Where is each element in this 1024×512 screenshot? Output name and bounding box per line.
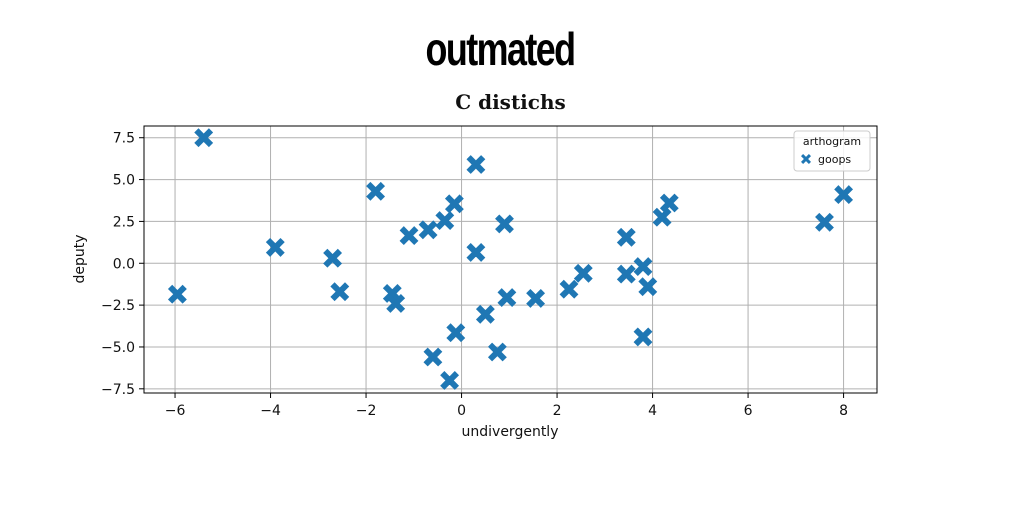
- data-point: [487, 342, 507, 362]
- data-point: [616, 264, 636, 284]
- x-tick-label: −2: [356, 403, 377, 419]
- data-point: [265, 237, 285, 257]
- x-tick-label: −4: [260, 403, 281, 419]
- legend: arthogram goops: [793, 130, 871, 172]
- data-point: [659, 193, 679, 213]
- data-point: [323, 248, 343, 268]
- data-point: [559, 279, 579, 299]
- legend-title: arthogram: [803, 135, 861, 148]
- data-point: [526, 288, 546, 308]
- data-point: [834, 185, 854, 205]
- grid-lines: [144, 126, 877, 393]
- data-point: [418, 220, 438, 240]
- chart-title: C distichs: [455, 90, 566, 114]
- x-tick-label: −6: [165, 403, 186, 419]
- x-tick-label: 8: [839, 403, 848, 419]
- data-point: [616, 227, 636, 247]
- y-axis-label: deputy: [72, 234, 88, 283]
- data-point: [815, 212, 834, 232]
- data-point: [446, 323, 466, 343]
- x-axis-label: undivergently: [462, 424, 559, 440]
- legend-marker-shape: [801, 154, 811, 164]
- data-point: [633, 257, 653, 277]
- plot-frame: [143, 125, 878, 394]
- x-tick-label: 2: [553, 403, 562, 419]
- data-point: [423, 347, 443, 367]
- x-tick-label: 6: [744, 403, 753, 419]
- y-tick-label: 0.0: [113, 256, 135, 272]
- data-point: [466, 155, 486, 174]
- data-point: [194, 128, 214, 148]
- data-point: [497, 288, 517, 308]
- y-tick-label: 2.5: [113, 214, 135, 230]
- y-tick-label: −5.0: [101, 340, 135, 356]
- data-point: [366, 181, 386, 201]
- legend-box: [793, 130, 871, 172]
- axis-ticks: −6 −4 −2 0 2 4 6 8 −7.5 −5.0 −2.5 0.0 2.5 5.0 7.5: [101, 131, 848, 419]
- data-point: [435, 211, 455, 231]
- y-tick-label: −2.5: [101, 298, 135, 314]
- data-point: [573, 263, 593, 283]
- data-point: [399, 226, 419, 246]
- data-point: [633, 327, 653, 347]
- data-point: [167, 284, 187, 304]
- y-tick-label: −7.5: [101, 382, 135, 398]
- data-point: [466, 242, 486, 262]
- data-point: [495, 214, 514, 234]
- x-tick-label: 0: [457, 403, 466, 419]
- data-point: [638, 277, 658, 297]
- data-points: [167, 128, 854, 390]
- legend-marker-goops: [801, 154, 811, 164]
- data-point: [330, 282, 350, 302]
- data-point: [386, 293, 406, 313]
- data-point: [440, 370, 460, 390]
- data-point: [652, 207, 672, 227]
- data-point: [475, 304, 495, 324]
- page-title: outmated: [425, 23, 577, 75]
- y-tick-label: 5.0: [113, 173, 135, 189]
- y-tick-label: 7.5: [113, 131, 135, 147]
- x-tick-label: 4: [648, 403, 657, 419]
- legend-label-goops: goops: [818, 153, 851, 166]
- data-point: [444, 194, 464, 214]
